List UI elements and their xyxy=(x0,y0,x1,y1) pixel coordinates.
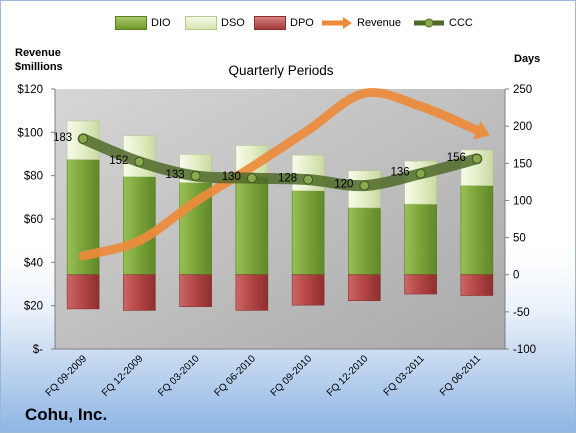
bar-dpo xyxy=(179,274,212,307)
ccc-point xyxy=(471,153,482,164)
ccc-point xyxy=(246,173,257,184)
left-tick-label: $60 xyxy=(24,214,43,226)
legend-label-revenue: Revenue xyxy=(357,17,402,29)
legend-label-dso: DSO xyxy=(221,17,245,29)
right-tick-label: 200 xyxy=(513,121,532,133)
right-axis-title: Days xyxy=(514,53,541,65)
ccc-data-label: 136 xyxy=(390,167,409,179)
ccc-point xyxy=(415,168,426,179)
bar-dpo xyxy=(66,274,100,310)
bar-dio xyxy=(123,176,156,276)
plot-title: Quarterly Periods xyxy=(228,63,334,78)
company-name: Cohu, Inc. xyxy=(25,405,108,424)
ccc-point xyxy=(78,133,89,144)
bar-dpo xyxy=(123,274,156,311)
bar-dio xyxy=(348,207,381,276)
legend-item-dpo: DPO xyxy=(254,13,314,33)
left-tick-label: $- xyxy=(33,344,43,356)
plot-area xyxy=(55,89,505,349)
revenue-line xyxy=(78,88,482,261)
legend-label-ccc: CCC xyxy=(449,17,473,29)
bar-dpo xyxy=(460,274,494,296)
ccc-data-label: 156 xyxy=(447,152,466,164)
right-tick-label: 50 xyxy=(513,233,526,245)
right-tick-label: -50 xyxy=(513,307,530,319)
bar-dio xyxy=(460,185,494,276)
bar-dpo xyxy=(291,274,325,306)
right-tick-label: -100 xyxy=(513,344,536,356)
right-tick-label: 150 xyxy=(513,158,532,170)
right-tick-label: 100 xyxy=(513,195,532,207)
bar-dio xyxy=(235,176,269,276)
ccc-data-label: 128 xyxy=(278,173,297,185)
ccc-point xyxy=(359,180,370,191)
x-tick-label: FQ 09-2010 xyxy=(269,353,315,399)
legend-label-dio: DIO xyxy=(151,17,171,29)
legend-swatch-revenue xyxy=(322,17,352,29)
left-tick-label: $40 xyxy=(24,257,43,269)
bar-dpo xyxy=(404,274,437,295)
legend-item-dso: DSO xyxy=(185,13,245,33)
bars-layer xyxy=(66,120,494,311)
bar-dpo xyxy=(348,274,381,302)
x-tick-label: FQ 12-2009 xyxy=(100,353,146,399)
x-tick-label: FQ 06-2010 xyxy=(212,353,258,399)
bar-dio xyxy=(291,190,325,276)
legend-item-ccc: CCC xyxy=(413,13,473,33)
ccc-point xyxy=(303,174,314,185)
bar-dpo xyxy=(235,274,269,311)
lines-layer: 183 152 133 130 128 120 136 156 xyxy=(53,88,490,261)
ccc-data-label: 133 xyxy=(165,169,184,181)
x-tick-label: FQ 03-2010 xyxy=(156,353,202,399)
bar-dio xyxy=(404,203,437,276)
x-tick-label: FQ 06-2011 xyxy=(438,353,483,398)
right-tick-label: 0 xyxy=(513,270,519,282)
revenue-arrowhead xyxy=(472,120,490,140)
ccc-data-label: 130 xyxy=(222,171,241,183)
legend-item-dio: DIO xyxy=(115,13,171,33)
left-axis-title: Revenue $millions xyxy=(15,47,63,73)
left-tick-label: $20 xyxy=(24,301,43,313)
legend-swatch-dso xyxy=(185,16,217,30)
legend-swatch-ccc xyxy=(414,18,444,28)
x-tick-label: FQ 12-2010 xyxy=(325,353,371,399)
left-tick-label: $80 xyxy=(24,171,43,183)
legend-swatch-dpo xyxy=(254,16,286,30)
legend-label-dpo: DPO xyxy=(290,17,314,29)
legend-item-revenue: Revenue xyxy=(321,13,401,33)
right-tick-label: 250 xyxy=(513,84,532,96)
x-tick-label: FQ 03-2011 xyxy=(382,353,427,398)
left-tick-label: $100 xyxy=(17,127,43,139)
legend-swatch-dio xyxy=(115,16,147,30)
ccc-data-label: 183 xyxy=(53,132,72,144)
x-tick-label: FQ 09-2009 xyxy=(44,353,90,399)
ccc-data-label: 152 xyxy=(109,155,128,167)
ccc-point xyxy=(190,170,201,181)
ccc-data-label: 120 xyxy=(334,179,353,191)
ccc-point xyxy=(134,156,145,167)
left-tick-label: $120 xyxy=(17,84,43,96)
